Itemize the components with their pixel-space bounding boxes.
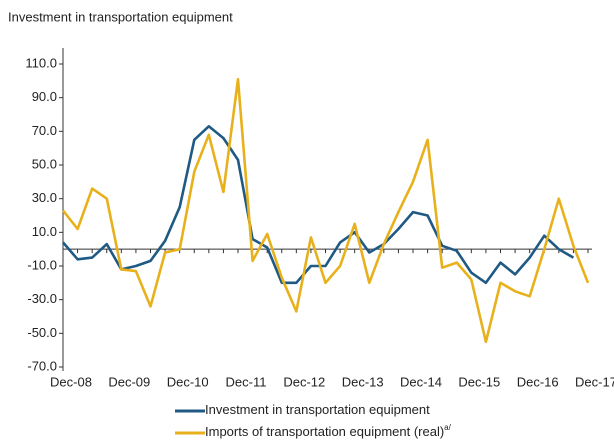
y-tick-label: 90.0	[32, 89, 57, 104]
y-tick-label: -50.0	[27, 325, 57, 340]
chart-title: Investment in transportation equipment	[8, 9, 233, 24]
x-tick-label: Dec-14	[400, 374, 442, 389]
series-line	[62, 125, 575, 285]
legend-label: Imports of transportation equipment (rea…	[205, 423, 452, 439]
legend-footnote: a/	[444, 423, 451, 432]
x-tick-label: Dec-17	[575, 374, 614, 389]
y-tick-label: -10.0	[27, 257, 57, 272]
y-tick-label: 110.0	[25, 55, 57, 70]
y-tick-label: 30.0	[32, 190, 57, 205]
legend-text: Investment in transportation equipment	[205, 402, 430, 417]
y-tick-label: 10.0	[32, 224, 57, 239]
x-tick-label: Dec-12	[283, 374, 325, 389]
x-tick-label: Dec-09	[108, 374, 150, 389]
y-tick-label: -70.0	[27, 358, 57, 373]
x-tick-label: Dec-10	[167, 374, 209, 389]
x-tick-label: Dec-08	[50, 374, 92, 389]
y-tick-label: 70.0	[32, 123, 57, 138]
series-line	[61, 77, 590, 344]
x-tick-label: Dec-11	[226, 374, 267, 389]
x-tick-label: Dec-15	[458, 374, 500, 389]
x-tick-label: Dec-13	[342, 374, 384, 389]
legend-text: Imports of transportation equipment (rea…	[205, 424, 444, 439]
x-tick-label: Dec-16	[517, 374, 559, 389]
legend-label: Investment in transportation equipment	[205, 402, 430, 417]
y-tick-label: 50.0	[32, 156, 57, 171]
y-tick-label: -30.0	[27, 291, 57, 306]
